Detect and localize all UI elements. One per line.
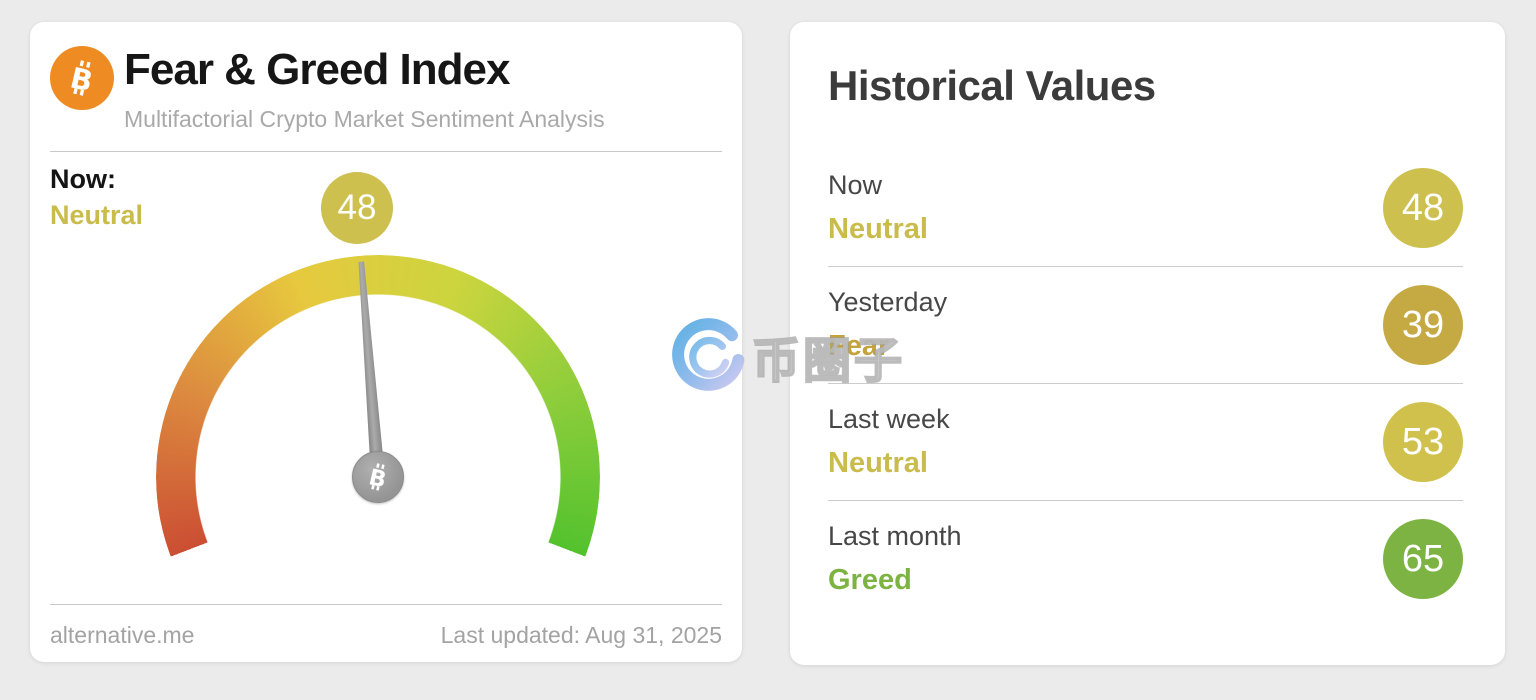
period-label: Last week [828,404,950,435]
classification-label: Fear [828,329,890,362]
bitcoin-hub-icon: B [366,463,389,493]
classification-label: Greed [828,563,912,596]
history-rows: Now Neutral 48 Yesterday Fear 39 Last we… [828,150,1463,617]
footer-divider [50,604,722,605]
historical-values-card: Historical Values Now Neutral 48 Yesterd… [790,22,1505,665]
current-value-badge: 48 [321,172,393,244]
history-title: Historical Values [828,62,1156,109]
page-title: Fear & Greed Index [124,45,510,94]
classification-label: Neutral [828,212,928,245]
value-badge: 65 [1383,519,1463,599]
gauge-hub: B [352,451,404,503]
current-sentiment: Now: Neutral [50,163,143,233]
page-subtitle: Multifactorial Crypto Market Sentiment A… [124,106,605,132]
period-label: Yesterday [828,287,948,318]
last-updated-label: Last updated: Aug 31, 2025 [440,622,722,648]
fear-greed-gauge: B [156,255,600,699]
card-footer: alternative.me Last updated: Aug 31, 202… [50,622,722,649]
value-badge: 48 [1383,168,1463,248]
period-label: Last month [828,521,962,552]
value-badge: 39 [1383,285,1463,365]
history-row-yesterday: Yesterday Fear 39 [828,266,1463,383]
bitcoin-glyph-icon: B [67,60,96,99]
svg-text:B: B [366,464,388,493]
fear-greed-card: B Fear & Greed Index Multifactorial Cryp… [30,22,742,699]
history-row-last-week: Last week Neutral 53 [828,383,1463,500]
header-divider [50,151,722,152]
now-label: Now: [50,164,116,194]
source-link[interactable]: alternative.me [50,622,195,648]
history-row-now: Now Neutral 48 [828,150,1463,266]
value-badge: 53 [1383,402,1463,482]
now-classification: Neutral [50,199,144,230]
history-row-last-month: Last month Greed 65 [828,500,1463,617]
classification-label: Neutral [828,446,928,479]
svg-text:B: B [67,60,96,98]
card-header: B Fear & Greed Index Multifactorial Cryp… [50,46,605,133]
period-label: Now [828,170,883,201]
bitcoin-icon: B [50,46,114,110]
